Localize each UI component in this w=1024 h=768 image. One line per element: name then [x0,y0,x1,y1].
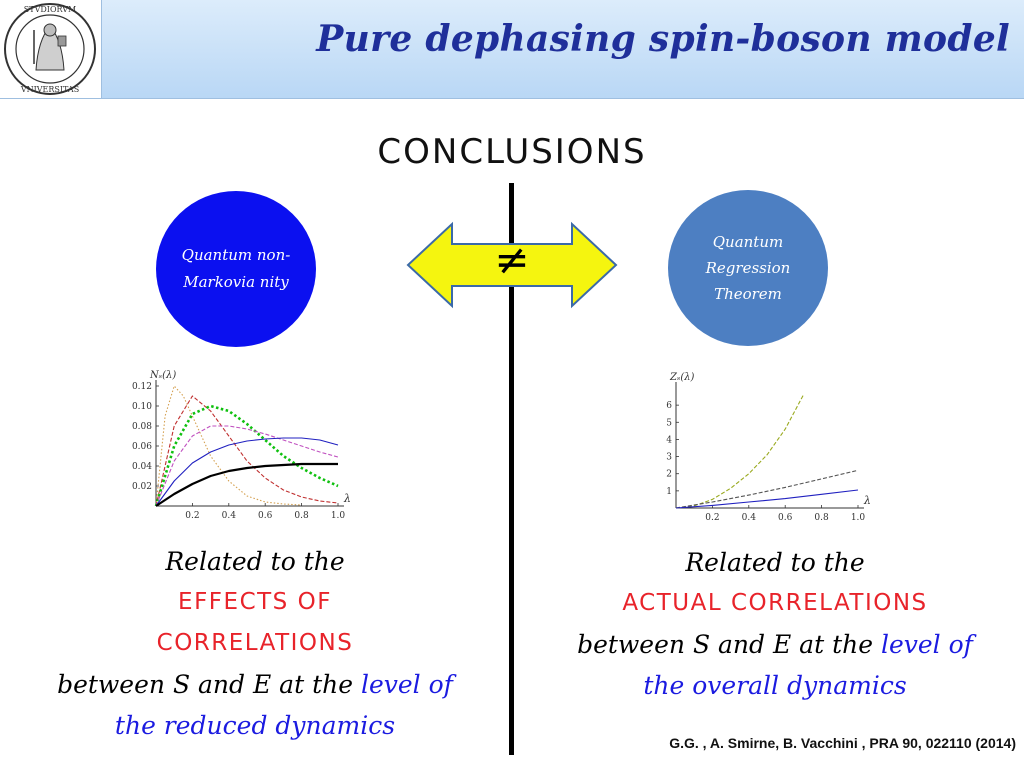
left-caption-line3: CORRELATIONS [156,630,354,656]
x-tick-label: 1.0 [331,511,346,521]
x-tick-label: 0.4 [222,511,237,521]
y-tick-label: 2 [666,470,672,480]
right-caption-line4: the overall dynamics [643,671,907,700]
x-tick-label: 0.6 [778,513,793,523]
y-tick-label: 0.04 [132,462,152,472]
y-axis-label: Nₛ(λ) [149,370,176,381]
x-tick-label: 1.0 [851,513,866,523]
y-tick-label: 0.12 [132,382,152,392]
chart-series-line [155,425,339,507]
x-tick-label: 0.2 [185,511,199,521]
chart-series-line [675,394,804,509]
citation-reference: G.G. , A. Smirne, B. Vacchini , PRA 90, … [669,735,1016,751]
right-caption-line1: Related to the [685,548,865,577]
chart-series-line [155,385,302,507]
y-tick-label: 0.10 [132,402,152,412]
y-tick-label: 5 [666,418,672,428]
y-tick-label: 3 [666,453,672,463]
right-caption-line3-black: between S and E at the [577,630,881,659]
y-tick-label: 0.08 [132,422,152,432]
x-tick-label: 0.6 [258,511,273,521]
left-caption: Related to the EFFECTS OF CORRELATIONS b… [20,541,490,746]
right-caption-line3: between S and E at the level of [540,624,1010,665]
not-equal-symbol: ≠ [494,235,530,284]
y-tick-label: 4 [666,435,672,445]
left-caption-line1: Related to the [165,547,345,576]
y-axis-label: Zₛ(λ) [669,372,695,383]
x-tick-label: 0.8 [294,511,309,521]
chart-series-line [155,437,339,507]
vertical-divider [509,183,514,755]
quantum-non-markovianity-circle: Quantum non-Markovia nity [156,191,316,347]
y-tick-label: 0.06 [132,442,152,452]
slide-title: Pure dephasing spin-boson model [316,18,1010,60]
chart-series-line [154,404,339,507]
left-circle-label: Quantum non-Markovia nity [181,246,291,291]
chart-series-line [675,489,859,509]
chart-series-line [155,462,338,507]
right-circle-label: Quantum Regression Theorem [705,233,791,303]
y-tick-label: 6 [666,401,672,411]
university-seal-logo: STVDIORVM VNIVERSITAS [0,0,102,98]
x-axis-label: λ [863,494,871,507]
x-tick-label: 0.8 [814,513,829,523]
non-markovianity-chart: 0.2 0.4 0.6 0.8 1.0 0.02 0.04 0.06 0.08 0.10 0.12N… [132,370,351,521]
quantum-regression-theorem-circle: Quantum Regression Theorem [668,190,828,346]
chart-series-line [675,469,859,509]
right-caption-line3-blue: level of [880,630,973,659]
quantum-regression-chart: 0.2 0.4 0.6 0.8 1.0 1 2 3 4 5 6 Zₛ(λ) λ [666,372,871,523]
right-caption-line2: ACTUAL CORRELATIONS [622,590,928,616]
left-caption-line5: the reduced dynamics [114,711,396,740]
y-tick-label: 0.02 [132,482,152,492]
right-caption: Related to the ACTUAL CORRELATIONS betwe… [540,542,1010,706]
double-arrow-icon [406,221,618,309]
y-tick-label: 1 [666,487,672,497]
section-heading: CONCLUSIONS [377,132,647,172]
svg-text:STVDIORVM: STVDIORVM [24,5,76,14]
x-tick-label: 0.2 [705,513,719,523]
x-axis-label: λ [343,492,351,505]
left-caption-line2: EFFECTS OF [178,589,332,615]
chart-series-line [155,395,339,507]
left-caption-line4: between S and E at the level of [20,664,490,705]
left-caption-line4-black: between S and E at the [57,670,361,699]
left-caption-line4-blue: level of [360,670,453,699]
x-tick-label: 0.4 [742,513,757,523]
svg-text:VNIVERSITAS: VNIVERSITAS [20,85,79,94]
slide-header: STVDIORVM VNIVERSITAS Pure dephasing spi… [0,0,1024,99]
